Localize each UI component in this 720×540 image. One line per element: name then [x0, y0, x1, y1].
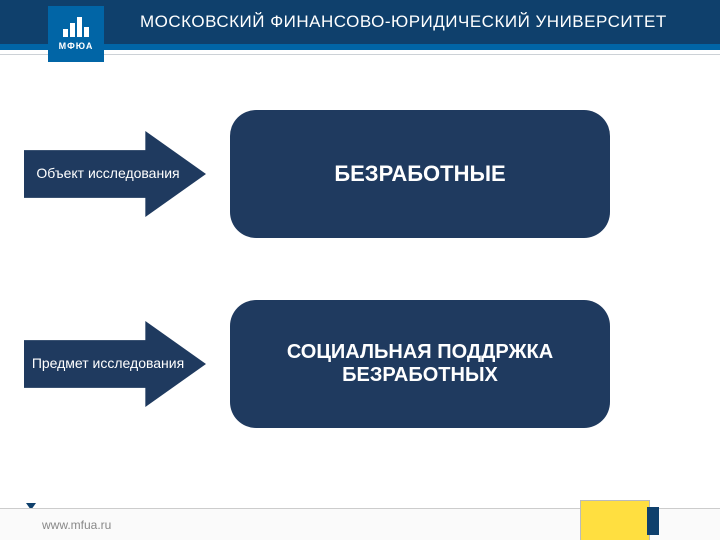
arrow-subject-label: Предмет исследования	[28, 355, 202, 373]
box-subject: СОЦИАЛЬНАЯ ПОДДРЖКА БЕЗРАБОТНЫХ	[230, 300, 610, 428]
research-row-object: Объект исследования БЕЗРАБОТНЫЕ	[0, 110, 720, 238]
footer-url: www.mfua.ru	[42, 518, 111, 532]
org-logo: МФЮА	[48, 6, 104, 62]
box-object-text: БЕЗРАБОТНЫЕ	[334, 161, 505, 187]
org-title: МОСКОВСКИЙ ФИНАНСОВО-ЮРИДИЧЕСКИЙ УНИВЕРС…	[140, 12, 667, 32]
footer: www.mfua.ru	[0, 508, 720, 540]
header-thin-line	[0, 54, 720, 55]
arrow-subject: Предмет исследования	[24, 321, 206, 407]
research-row-subject: Предмет исследования СОЦИАЛЬНАЯ ПОДДРЖКА…	[0, 300, 720, 428]
box-object: БЕЗРАБОТНЫЕ	[230, 110, 610, 238]
arrow-object-label: Объект исследования	[32, 165, 197, 183]
footer-yellow-tag	[580, 500, 650, 540]
box-subject-text: СОЦИАЛЬНАЯ ПОДДРЖКА БЕЗРАБОТНЫХ	[230, 341, 610, 387]
header-band: МОСКОВСКИЙ ФИНАНСОВО-ЮРИДИЧЕСКИЙ УНИВЕРС…	[0, 0, 720, 44]
header-accent-stripe	[0, 44, 720, 50]
logo-text: МФЮА	[59, 41, 94, 51]
arrow-object: Объект исследования	[24, 131, 206, 217]
logo-bars-icon	[63, 17, 89, 37]
